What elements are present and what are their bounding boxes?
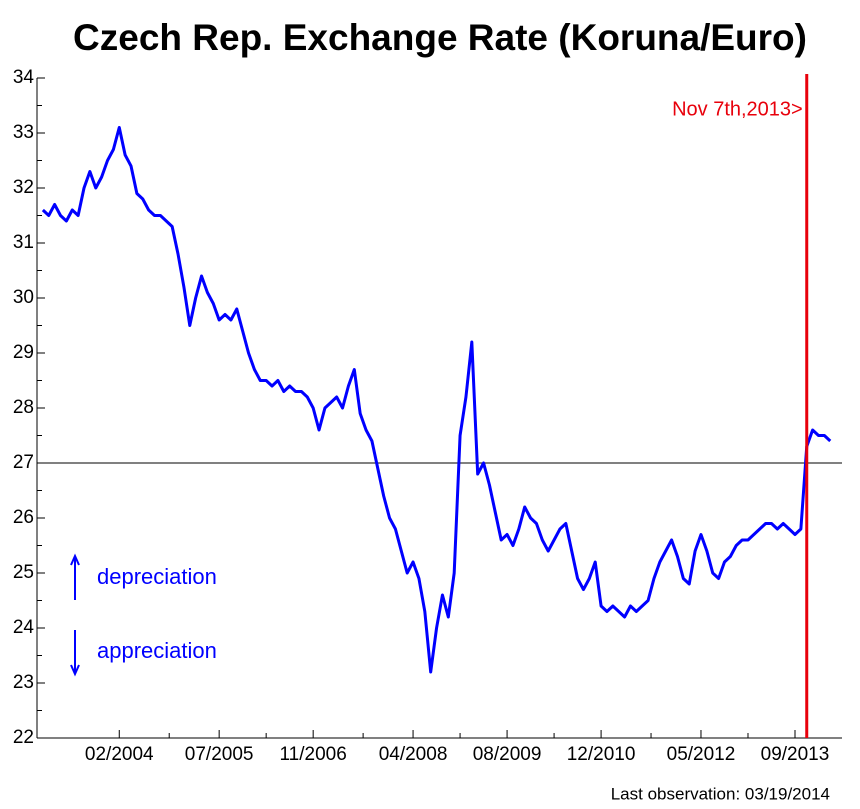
y-tick-label: 32 (13, 177, 34, 198)
y-tick-label: 28 (13, 397, 34, 418)
y-tick-label: 27 (13, 452, 34, 473)
footnote: Last observation: 03/19/2014 (611, 784, 830, 803)
x-tick-label: 05/2012 (667, 744, 736, 765)
event-label: Nov 7th,2013> (672, 98, 803, 120)
y-tick-label: 30 (13, 287, 34, 308)
annotation: appreciation (97, 638, 217, 663)
y-tick-label: 34 (13, 67, 35, 88)
y-tick-label: 25 (13, 562, 34, 583)
x-tick-label: 09/2013 (761, 744, 830, 765)
x-tick-label: 07/2005 (185, 744, 254, 765)
y-tick-label: 22 (13, 727, 34, 748)
y-tick-label: 23 (13, 672, 34, 693)
x-tick-label: 11/2006 (280, 744, 347, 765)
series-line (41, 126, 832, 674)
x-tick-label: 08/2009 (473, 744, 542, 765)
y-tick-label: 26 (13, 507, 34, 528)
annotation: depreciation (97, 564, 217, 589)
x-tick-label: 04/2008 (379, 744, 448, 765)
y-tick-label: 24 (13, 617, 35, 638)
y-tick-label: 29 (13, 342, 34, 363)
chart-title: Czech Rep. Exchange Rate (Koruna/Euro) (73, 17, 807, 58)
y-tick-label: 33 (13, 122, 34, 143)
y-tick-label: 31 (13, 232, 34, 253)
arrow-head (70, 664, 80, 677)
x-tick-label: 02/2004 (85, 744, 154, 765)
arrow-head (70, 553, 80, 566)
x-tick-label: 12/2010 (567, 744, 636, 765)
